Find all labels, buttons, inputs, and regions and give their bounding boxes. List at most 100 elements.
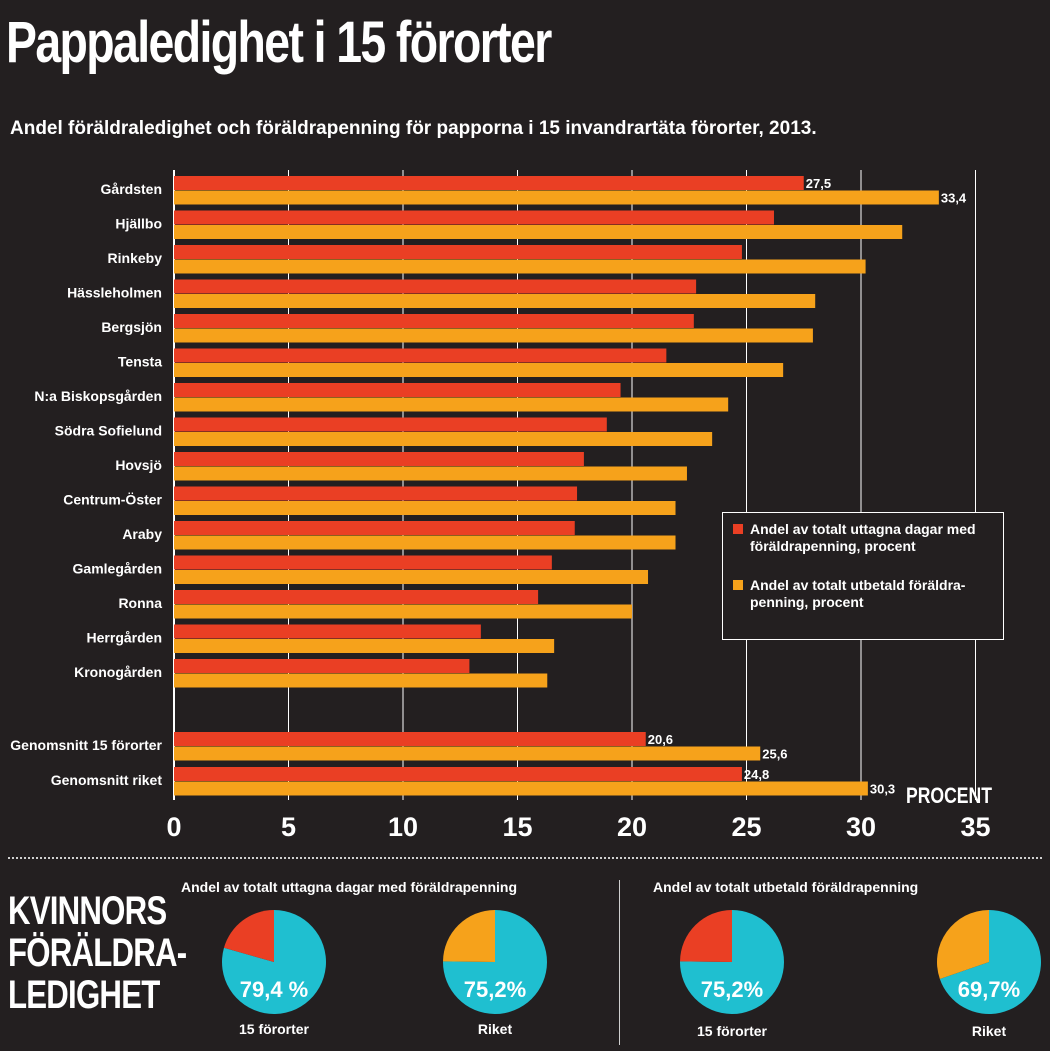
x-tick-label: 35 — [960, 812, 990, 842]
data-label: 24,8 — [744, 767, 769, 782]
bar — [174, 767, 742, 781]
bar — [174, 190, 939, 205]
bar — [174, 535, 676, 550]
pie-slice — [937, 910, 989, 979]
bar — [174, 624, 481, 639]
category-label: Hässleholmen — [67, 285, 162, 301]
x-tick-label: 0 — [166, 812, 181, 842]
data-label: 25,6 — [762, 747, 787, 762]
category-label: Centrum-Öster — [63, 492, 162, 508]
pie-slice — [443, 910, 495, 962]
pie-chart-days-country: 75,2% — [443, 910, 547, 1014]
category-label: N:a Biskopsgården — [34, 388, 162, 404]
bar — [174, 245, 742, 259]
bar — [174, 176, 804, 190]
category-label: Araby — [122, 526, 162, 542]
category-label: Rinkeby — [108, 250, 163, 266]
legend-label-days: Andel av totalt uttagna dagar med föräld… — [750, 521, 976, 554]
legend-swatch-orange — [733, 580, 743, 590]
legend-swatch-red — [733, 524, 743, 534]
bar — [174, 348, 667, 363]
pie-group-title-payment: Andel av totalt utbetald föräldrapenning — [653, 879, 919, 895]
bar — [174, 397, 729, 412]
bar — [174, 259, 866, 274]
bar — [174, 294, 816, 308]
bar — [174, 279, 697, 294]
category-label: Tensta — [118, 354, 162, 370]
pie-chart-payment-country: 69,7% — [937, 910, 1041, 1014]
pie-slice — [680, 910, 732, 962]
bar — [174, 383, 621, 397]
pie-caption-payment-country: Riket — [971, 1023, 1007, 1039]
bar — [174, 363, 784, 377]
x-tick-label: 5 — [281, 812, 296, 842]
bar — [174, 210, 774, 225]
x-tick-label: 10 — [388, 812, 418, 842]
category-label: Hjällbo — [115, 216, 162, 232]
bar — [174, 521, 575, 535]
bar — [174, 501, 676, 515]
data-label: 30,3 — [870, 782, 895, 797]
legend-label-payment: Andel av totalt utbetald föräldra-pennin… — [750, 577, 966, 610]
x-axis-unit-label: PROCENT — [906, 784, 992, 808]
legend-item-days: Andel av totalt uttagna dagar med föräld… — [733, 521, 995, 555]
pie-slice — [939, 910, 1041, 1014]
data-label: 27,5 — [806, 176, 831, 191]
bar — [174, 673, 548, 688]
pie-caption-days-suburbs: 15 förorter — [238, 1021, 310, 1037]
bar — [174, 432, 713, 446]
pie-group-title-days: Andel av totalt uttagna dagar med föräld… — [181, 879, 518, 895]
x-tick-label: 15 — [502, 812, 532, 842]
heading-line-3: LEDIGHET — [8, 973, 160, 1017]
legend-item-payment: Andel av totalt utbetald föräldra-pennin… — [733, 577, 995, 611]
pie-caption-days-country: Riket — [477, 1021, 513, 1037]
category-label: Gamlegården — [73, 561, 162, 577]
x-tick-label: 20 — [617, 812, 647, 842]
bar — [174, 452, 584, 466]
bar — [174, 659, 470, 673]
category-label: Genomsnitt riket — [51, 772, 163, 788]
bar — [174, 732, 646, 746]
data-label: 20,6 — [648, 732, 673, 747]
pie-group-divider — [619, 880, 620, 1045]
page-subtitle: Andel föräldraledighet och föräldrapenni… — [10, 118, 817, 139]
bar — [174, 570, 649, 584]
bar — [174, 486, 578, 501]
pie-value-label: 69,7% — [958, 977, 1020, 1002]
pie-value-label: 75,2% — [464, 977, 526, 1002]
bar — [174, 225, 903, 239]
bar — [174, 466, 687, 481]
category-label: Bergsjön — [101, 319, 162, 335]
category-label: Hovsjö — [115, 457, 162, 473]
x-tick-label: 30 — [846, 812, 876, 842]
category-label: Genomsnitt 15 förorter — [10, 737, 162, 753]
pie-caption-payment-suburbs: 15 förorter — [696, 1023, 768, 1039]
bar — [174, 746, 761, 761]
pie-chart-days-suburbs: 79,4 % — [222, 910, 326, 1014]
bar — [174, 417, 607, 432]
bar — [174, 781, 868, 796]
x-tick-label: 25 — [731, 812, 761, 842]
womens-leave-heading: KVINNORS FÖRÄLDRA- LEDIGHET — [8, 889, 187, 1017]
page-title: Pappaledighet i 15 förorter — [6, 10, 552, 75]
category-label: Kronogården — [74, 664, 162, 680]
category-label: Gårdsten — [101, 181, 162, 197]
heading-line-2: FÖRÄLDRA- — [8, 931, 187, 975]
bar — [174, 314, 694, 328]
chart-legend: Andel av totalt uttagna dagar med föräld… — [722, 512, 1004, 640]
pie-value-label: 79,4 % — [240, 977, 309, 1002]
category-label: Ronna — [118, 595, 162, 611]
pie-value-label: 75,2% — [701, 977, 763, 1002]
pie-chart-payment-suburbs: 75,2% — [680, 910, 784, 1014]
bar — [174, 590, 539, 604]
heading-line-1: KVINNORS — [8, 889, 167, 933]
section-divider — [8, 857, 1042, 859]
pie-slice — [223, 910, 274, 962]
bar — [174, 555, 552, 570]
category-label: Herrgården — [87, 630, 162, 646]
data-label: 33,4 — [941, 191, 967, 206]
bar-chart: 0 5 10 15 20 25 30 35 Gårdsten 27,5 33,4 Hjällbo Rin… — [10, 170, 992, 842]
bar — [174, 604, 632, 619]
bar — [174, 639, 555, 653]
bar — [174, 328, 813, 343]
